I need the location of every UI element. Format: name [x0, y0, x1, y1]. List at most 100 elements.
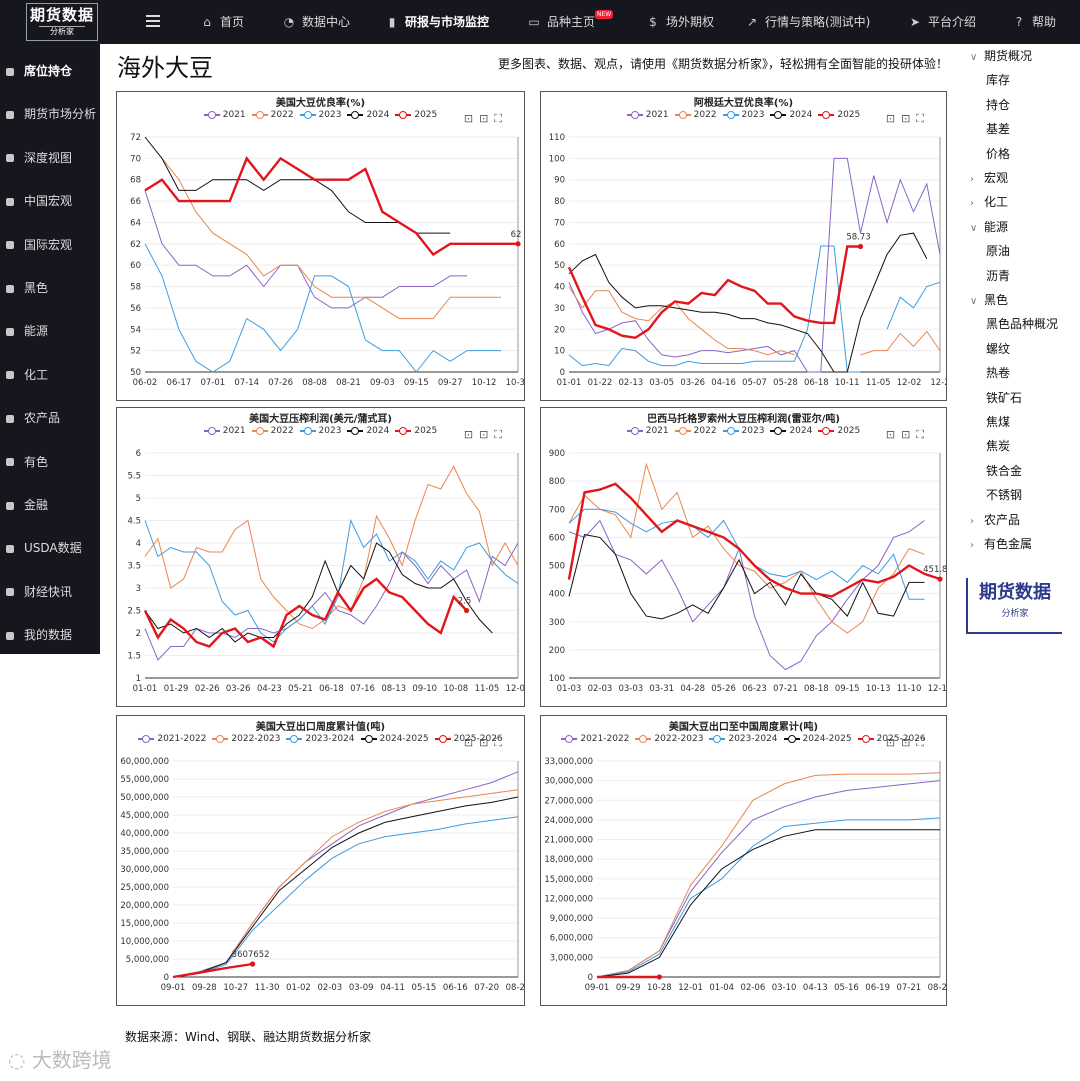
legend-item[interactable]: 2021-2022 — [138, 734, 206, 744]
nav-item-4[interactable]: $ 场外期权 — [646, 0, 714, 44]
zoom-reset-icon[interactable]: ⊡ — [901, 112, 917, 125]
sidebar-item-3[interactable]: 中国宏观 — [0, 180, 100, 222]
right-nav-item-2[interactable]: 持仓 — [986, 96, 1010, 113]
right-nav-item-10[interactable]: ∨ 黑色 — [970, 291, 1008, 308]
sidebar-item-0[interactable]: 席位持仓 — [0, 50, 100, 92]
legend-item[interactable]: 2022 — [251, 110, 294, 120]
legend-item[interactable]: 2021 — [203, 110, 246, 120]
zoom-area-icon[interactable]: ⊡ — [463, 428, 480, 441]
fullscreen-icon[interactable]: ⛶ — [916, 112, 930, 125]
legend-item[interactable]: 2021 — [203, 426, 246, 436]
legend-item[interactable]: 2023-2024 — [286, 734, 355, 744]
legend-item[interactable]: 2025 — [818, 426, 860, 436]
sidebar-item-8[interactable]: 农产品 — [0, 397, 100, 439]
fullscreen-icon[interactable]: ⛶ — [916, 736, 930, 749]
right-nav-item-4[interactable]: 价格 — [986, 145, 1010, 162]
app-logo[interactable]: 期货数据 分析家 — [26, 3, 98, 41]
legend-item[interactable]: 2025 — [395, 426, 437, 436]
fullscreen-icon[interactable]: ⛶ — [494, 736, 508, 749]
right-nav-item-1[interactable]: 库存 — [986, 71, 1010, 88]
legend-item[interactable]: 2025-2026 — [857, 734, 926, 744]
x-tick-label: 11-10 — [897, 684, 922, 694]
zoom-area-icon[interactable]: ⊡ — [885, 112, 902, 125]
legend-item[interactable]: 2022 — [674, 110, 717, 120]
sidebar-item-1[interactable]: 期货市场分析 — [0, 93, 100, 135]
sidebar-item-4[interactable]: 国际宏观 — [0, 224, 100, 266]
legend-item[interactable]: 2023 — [299, 110, 341, 120]
sidebar-item-6[interactable]: 能源 — [0, 310, 100, 352]
sidebar-item-11[interactable]: USDA数据 — [0, 527, 100, 569]
legend-item[interactable]: 2022 — [674, 426, 717, 436]
zoom-area-icon[interactable]: ⊡ — [885, 428, 902, 441]
legend-item[interactable]: 2023-2024 — [709, 734, 778, 744]
watermark-text: 大数跨境 — [31, 1048, 112, 1072]
zoom-area-icon[interactable]: ⊡ — [885, 736, 902, 749]
right-nav-item-16[interactable]: 焦炭 — [986, 437, 1010, 454]
fullscreen-icon[interactable]: ⛶ — [916, 428, 930, 441]
hamburger-menu-icon[interactable] — [146, 15, 160, 27]
legend-item[interactable]: 2021-2022 — [561, 734, 629, 744]
x-tick-label: 12-10 — [928, 684, 946, 694]
legend-item[interactable]: 2024-2025 — [360, 734, 429, 744]
legend-item[interactable]: 2024 — [770, 426, 812, 436]
nav-item-0[interactable]: ⌂ 首页 — [200, 0, 244, 44]
right-nav-item-11[interactable]: 黑色品种概况 — [986, 315, 1058, 332]
right-nav-item-19[interactable]: › 农产品 — [970, 511, 1020, 528]
legend-item[interactable]: 2022-2023 — [635, 734, 703, 744]
zoom-reset-icon[interactable]: ⊡ — [479, 428, 495, 441]
legend-item[interactable]: 2025-2026 — [434, 734, 503, 744]
legend-item[interactable]: 2025 — [395, 110, 437, 120]
right-nav-item-6[interactable]: › 化工 — [970, 193, 1008, 210]
legend-item[interactable]: 2024 — [770, 110, 812, 120]
right-nav-item-12[interactable]: 螺纹 — [986, 340, 1010, 357]
sidebar-item-9[interactable]: 有色 — [0, 441, 100, 483]
zoom-reset-icon[interactable]: ⊡ — [901, 736, 917, 749]
legend-marker — [212, 734, 229, 743]
nav-item-3[interactable]: ▭ 品种主页 NEW — [527, 0, 614, 44]
legend-item[interactable]: 2024 — [347, 110, 389, 120]
nav-item-6[interactable]: ➤ 平台介绍 — [908, 0, 976, 44]
legend-item[interactable]: 2024 — [347, 426, 389, 436]
legend-item[interactable]: 2021 — [626, 426, 669, 436]
nav-item-1[interactable]: ◔ 数据中心 — [282, 0, 350, 44]
sidebar-item-7[interactable]: 化工 — [0, 354, 100, 396]
right-nav-item-14[interactable]: 铁矿石 — [986, 389, 1022, 406]
right-nav-item-9[interactable]: 沥青 — [986, 267, 1010, 284]
sidebar-item-5[interactable]: 黑色 — [0, 267, 100, 309]
zoom-reset-icon[interactable]: ⊡ — [479, 112, 495, 125]
legend-item[interactable]: 2023 — [722, 110, 764, 120]
legend-item[interactable]: 2022 — [251, 426, 294, 436]
zoom-reset-icon[interactable]: ⊡ — [479, 736, 495, 749]
legend-item[interactable]: 2023 — [299, 426, 341, 436]
legend-item[interactable]: 2023 — [722, 426, 764, 436]
zoom-reset-icon[interactable]: ⊡ — [901, 428, 917, 441]
zoom-area-icon[interactable]: ⊡ — [463, 112, 480, 125]
right-nav-item-13[interactable]: 热卷 — [986, 364, 1010, 381]
sidebar-item-10[interactable]: 金融 — [0, 484, 100, 526]
legend-item[interactable]: 2022-2023 — [212, 734, 280, 744]
right-nav-item-20[interactable]: › 有色金属 — [970, 535, 1032, 552]
nav-item-2[interactable]: ▮ 研报与市场监控 — [385, 0, 489, 44]
right-nav-item-17[interactable]: 铁合金 — [986, 462, 1022, 479]
nav-item-7[interactable]: ? 帮助 — [1012, 0, 1056, 44]
fullscreen-icon[interactable]: ⛶ — [494, 112, 508, 125]
sidebar-item-2[interactable]: 深度视图 — [0, 137, 100, 179]
right-nav-item-7[interactable]: ∨ 能源 — [970, 218, 1008, 235]
right-nav-item-15[interactable]: 焦煤 — [986, 413, 1010, 430]
fullscreen-icon[interactable]: ⛶ — [494, 428, 508, 441]
right-nav-item-8[interactable]: 原油 — [986, 242, 1010, 259]
right-nav-item-18[interactable]: 不锈钢 — [986, 486, 1022, 503]
zoom-area-icon[interactable]: ⊡ — [463, 736, 480, 749]
legend-item[interactable]: 2021 — [626, 110, 669, 120]
x-tick-label: 02-03 — [317, 983, 342, 993]
sidebar-item-12[interactable]: 财经快讯 — [0, 571, 100, 613]
x-tick-label: 05-16 — [834, 983, 859, 993]
nav-item-5[interactable]: ↗ 行情与策略(测试中) — [745, 0, 870, 44]
legend-marker — [722, 110, 739, 119]
legend-item[interactable]: 2025 — [818, 110, 860, 120]
right-nav-item-5[interactable]: › 宏观 — [970, 169, 1008, 186]
right-nav-item-0[interactable]: ∨ 期货概况 — [970, 47, 1032, 64]
right-nav-item-3[interactable]: 基差 — [986, 120, 1010, 137]
sidebar-item-13[interactable]: 我的数据 — [0, 614, 100, 656]
legend-item[interactable]: 2024-2025 — [783, 734, 852, 744]
